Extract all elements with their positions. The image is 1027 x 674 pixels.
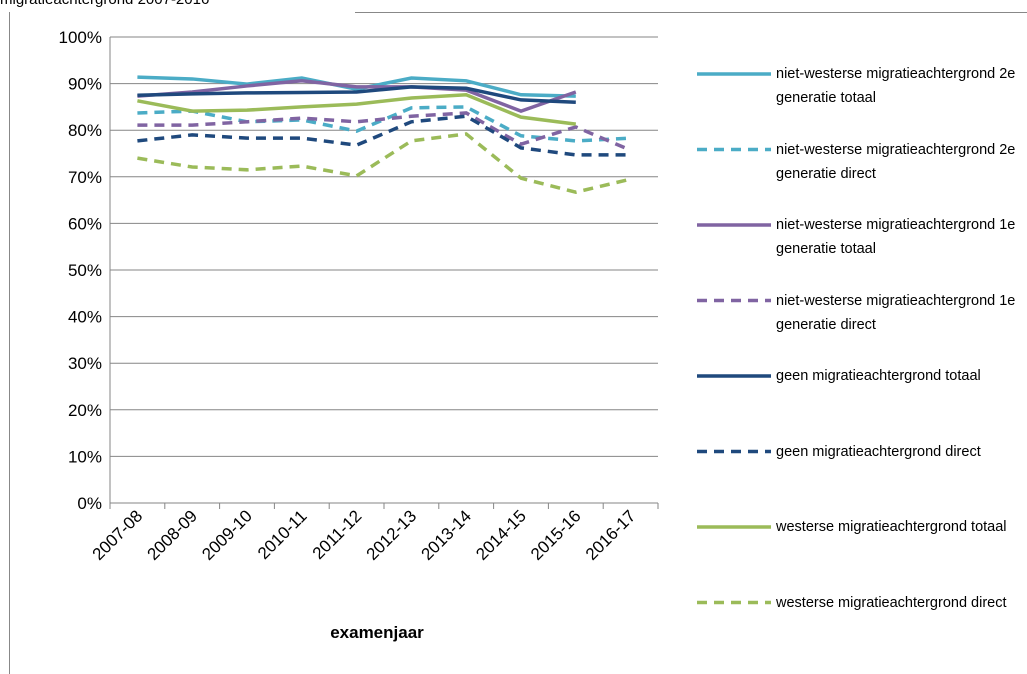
series-line: [137, 114, 631, 157]
y-tick-label: 20%: [68, 401, 102, 420]
y-tick-label: 70%: [68, 168, 102, 187]
y-tick-label: 10%: [68, 447, 102, 466]
legend-label: niet-westerse migratieachtergrond 1e gen…: [776, 292, 1016, 333]
y-tick-label: 100%: [59, 28, 102, 47]
y-tick-label: 80%: [68, 121, 102, 140]
y-tick-label: 90%: [68, 75, 102, 94]
x-tick-label: 2009-10: [198, 506, 256, 564]
legend-label: niet-westerse migratieachtergrond 2e gen…: [776, 66, 1016, 106]
y-tick-label: 0%: [77, 494, 102, 513]
y-tick-label: 40%: [68, 308, 102, 327]
legend-label: westerse migratieachtergrond direct: [776, 594, 1007, 611]
legend-label: niet-westerse migratieachtergrond 2e gen…: [776, 141, 1016, 182]
legend-label: geen migratieachtergrond totaal: [776, 368, 981, 384]
legend-label: niet-westerse migratieachtergrond 1e gen…: [776, 217, 1016, 257]
y-tick-label: 60%: [68, 214, 102, 233]
series-line: [137, 105, 631, 143]
x-tick-label: 2010-11: [254, 506, 311, 563]
legend-label: westerse migratieachtergrond totaal: [776, 519, 1007, 535]
series-line: [137, 93, 577, 126]
series-line: [137, 75, 576, 98]
series-line: [137, 85, 576, 104]
y-tick-label: 50%: [68, 261, 102, 280]
x-tick-label: 2012-13: [363, 506, 421, 564]
x-tick-label: 2013-14: [417, 506, 475, 564]
x-tick-label: 2008-09: [143, 506, 201, 564]
x-tick-label: 2007-08: [89, 506, 147, 564]
x-tick-label: 2014-15: [472, 506, 530, 564]
series-line: [137, 79, 577, 113]
x-axis-title: examenjaar: [330, 623, 424, 642]
x-tick-label: 2011-12: [309, 506, 366, 563]
x-tick-label: 2015-16: [527, 506, 585, 564]
chart-title: migratieachtergrond 2007-2016: [0, 0, 209, 8]
legend-label: geen migratieachtergrond direct: [776, 443, 981, 460]
y-tick-label: 30%: [68, 354, 102, 373]
series-line: [137, 132, 632, 194]
series-line: [137, 111, 632, 152]
x-tick-label: 2016-17: [582, 506, 640, 564]
